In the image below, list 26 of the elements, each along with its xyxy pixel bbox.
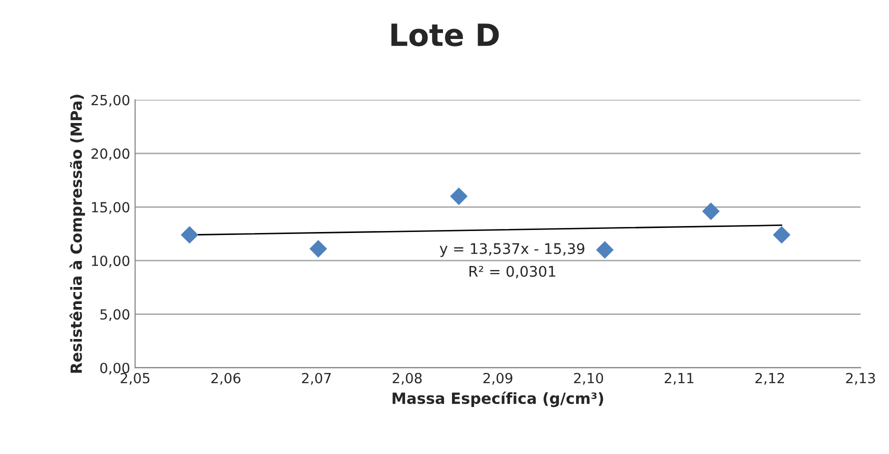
annotation: y = 13,537x - 15,39 <box>440 243 584 257</box>
y-tick-label: 20,00 <box>92 148 130 160</box>
annotation: R² = 0,0301 <box>470 266 556 278</box>
y-tick-label: 15,00 <box>92 202 130 214</box>
x-tick-label: 2,06 <box>211 372 240 385</box>
x-tick-label: 2,13 <box>846 372 875 385</box>
x-tick-label: 2,11 <box>664 372 694 385</box>
point <box>596 241 614 259</box>
x-tick-label: 2,08 <box>392 372 422 385</box>
y-tick-label: 5,00 <box>100 309 130 322</box>
y-axis-title: Resistência à Compressão (MPa) <box>70 94 85 373</box>
y-tick-label: 10,00 <box>92 256 130 268</box>
y-tick-label: 25,00 <box>92 94 130 107</box>
point <box>450 188 468 206</box>
point <box>702 202 720 220</box>
x-tick-label: 2,12 <box>755 372 784 385</box>
x-tick-label: 2,09 <box>483 372 512 385</box>
y-tick-label: 0,00 <box>100 362 130 375</box>
x-tick-label: 2,07 <box>302 372 331 385</box>
point <box>772 226 790 244</box>
x-tick-label: 2,05 <box>120 372 150 385</box>
x-axis-title: Massa Específica (g/cm³) <box>392 392 604 408</box>
chart-title: Lote D <box>391 24 499 46</box>
point <box>180 226 198 244</box>
x-tick-label: 2,10 <box>574 372 604 385</box>
point <box>310 240 328 258</box>
